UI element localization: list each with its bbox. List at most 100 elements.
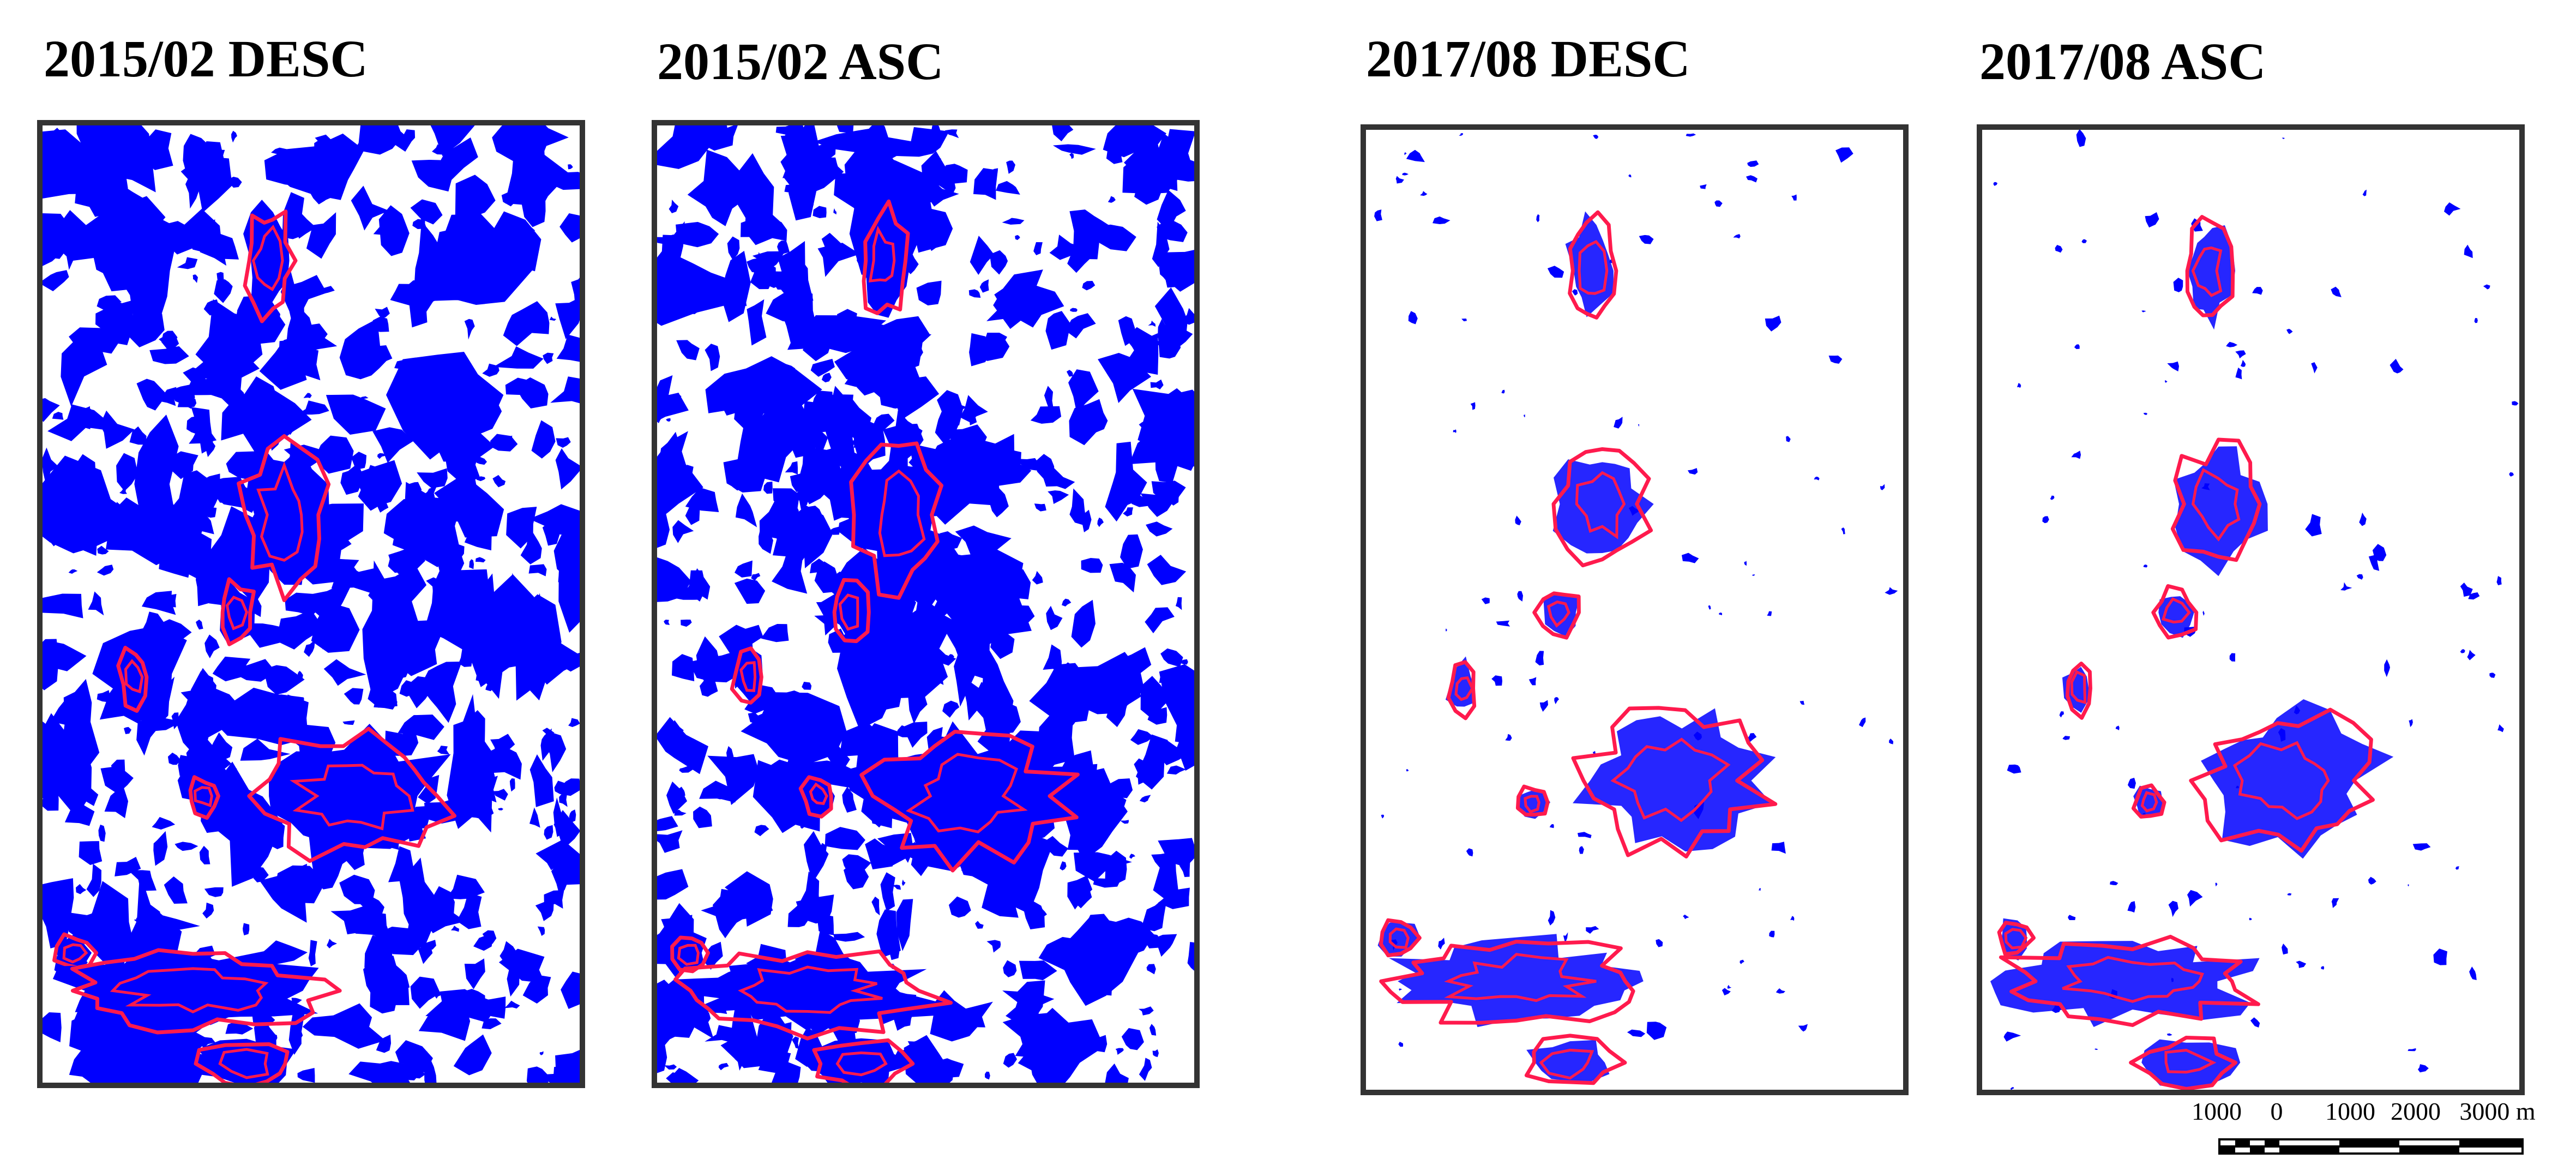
water-patch [323,659,366,686]
water-patch [1686,133,1696,137]
water-body [1027,1007,1104,1083]
water-patch [189,430,217,444]
lake-fill [660,954,942,1031]
water-body [390,276,474,307]
water-patch [2226,341,2238,347]
water-patch [1158,740,1191,766]
water-body [657,431,703,521]
water-patch [2249,917,2252,921]
water-patch [939,531,962,551]
water-patch [2173,278,2183,292]
water-patch [661,221,685,260]
water-patch [1181,659,1188,665]
water-patch [302,229,311,233]
water-patch [297,1068,315,1083]
water-patch [908,689,928,724]
water-patch [1841,527,1845,535]
water-patch [1445,628,1447,632]
lake-outline-inner [738,965,883,1014]
water-body [420,661,462,723]
water-patch [196,562,218,606]
water-body [741,692,847,765]
water-patch [777,241,790,255]
water-patch [2141,310,2146,313]
scale-bar-track [2218,1138,2524,1155]
water-patch [2489,672,2496,678]
water-patch [446,874,485,899]
water-patch [2145,212,2159,228]
water-patch [43,1012,62,1043]
water-patch [531,420,556,459]
water-patch [535,902,554,921]
water-patch [853,433,866,448]
water-patch [475,557,486,563]
water-patch [358,125,403,155]
map-canvas [43,125,580,1083]
water-patch [1681,553,1699,563]
water-patch [1433,216,1450,225]
water-patch [1081,558,1103,573]
water-patch [544,890,564,909]
water-body [61,678,100,770]
water-patch [1406,769,1409,772]
water-patch [666,418,671,422]
water-patch [167,752,181,765]
water-patch [283,375,290,381]
water-patch [1121,1028,1144,1050]
water-patch [940,1058,964,1078]
water-patch [1381,814,1385,819]
water-patch [170,384,195,409]
water-patch [657,125,713,169]
water-patch [1466,848,1473,857]
water-patch [193,141,224,170]
water-patch [802,681,812,690]
lake-outline-inner [1610,737,1731,822]
water-patch [1037,908,1048,922]
water-patch [1880,484,1885,490]
water-patch [43,398,60,422]
water-patch [1152,1049,1159,1058]
water-body [851,635,925,713]
water-patch [1528,677,1537,686]
lake-outline [2151,584,2199,640]
water-patch [1722,988,1731,996]
water-body [436,382,502,450]
lake-outline-inner [1546,600,1570,628]
water-patch [2433,948,2448,965]
water-patch [97,295,122,311]
water-patch [2074,344,2080,350]
water-patch [1814,476,1820,481]
water-patch [752,251,785,272]
water-patch [2496,576,2502,586]
water-body [43,455,137,554]
water-patch [555,448,580,490]
water-patch [327,939,338,948]
water-patch [2412,843,2431,851]
water-patch [243,923,250,936]
water-patch [664,620,670,625]
water-patch [149,346,189,364]
water-patch [787,905,809,927]
water-body [392,482,462,567]
water-patch [544,854,562,870]
water-patch [455,175,496,218]
water-patch [1593,135,1599,139]
water-body [75,179,167,292]
water-patch [507,953,520,997]
water-patch [559,793,568,807]
water-patch [1758,888,1761,891]
lake-outline [1379,918,1422,958]
water-patch [996,181,1020,195]
water-patch [539,1051,544,1055]
water-patch [1074,890,1092,909]
lake-fill [2201,699,2394,859]
water-patch [1638,424,1640,427]
water-patch [1157,190,1186,232]
water-patch [1579,846,1584,854]
water-patch [751,573,761,581]
water-patch [1066,370,1073,377]
lake-outline [116,646,149,713]
water-body [844,125,898,190]
water-patch [509,778,515,792]
water-patch [726,746,734,768]
